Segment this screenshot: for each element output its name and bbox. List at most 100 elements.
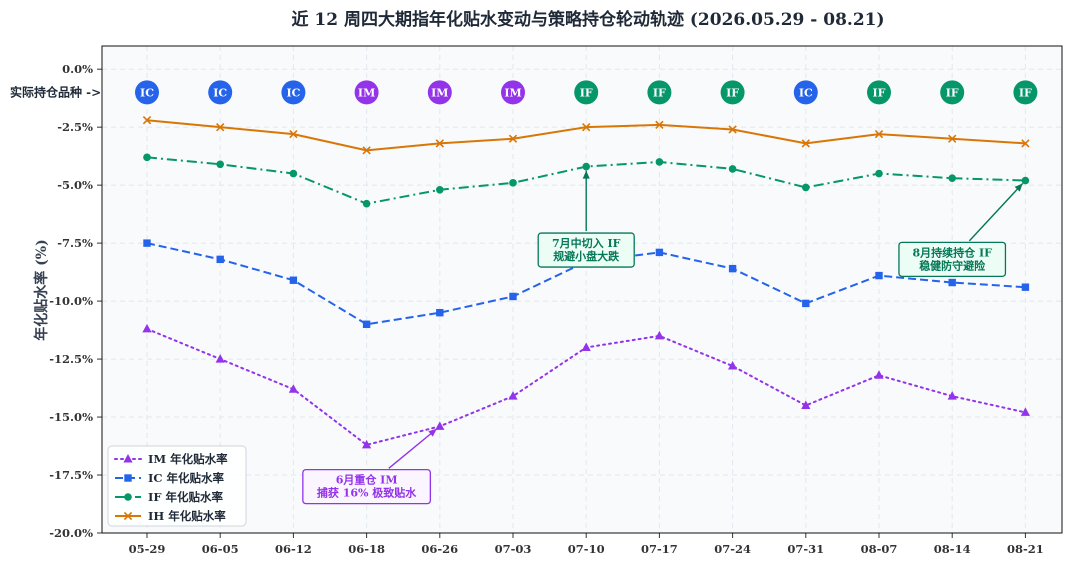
circle-marker <box>875 169 883 178</box>
annotation-text: 6月重仓 IM <box>336 473 398 487</box>
triangle-marker <box>215 354 225 363</box>
holding-badge <box>647 80 672 105</box>
holding-badge <box>574 80 599 105</box>
x-tick-label: 06-05 <box>202 542 239 556</box>
circle-marker <box>948 174 956 182</box>
annotation-text: 规避小盘大跌 <box>553 249 620 263</box>
square-marker <box>802 299 810 308</box>
square-marker <box>655 248 664 257</box>
circle-marker <box>436 185 444 194</box>
holding-badge <box>793 80 818 105</box>
holding-badge-label: IC <box>799 86 813 99</box>
x-marker <box>216 123 225 132</box>
y-tick-label: -12.5% <box>49 352 93 366</box>
circle-marker <box>362 199 371 208</box>
x-marker <box>1021 139 1030 148</box>
triangle-marker <box>142 323 152 333</box>
y-tick-label: -17.5% <box>49 468 93 482</box>
x-tick-label: 07-17 <box>641 542 678 556</box>
circle-marker <box>124 493 132 501</box>
circle-marker <box>216 160 224 169</box>
holding-badge-label: IF <box>653 86 666 99</box>
y-tick-label: -20.0% <box>49 526 93 540</box>
x-marker <box>801 139 810 148</box>
triangle-marker <box>123 454 133 463</box>
annotation-arrowhead <box>582 170 590 179</box>
holding-badge <box>427 80 452 105</box>
legend-label: IC 年化贴水率 <box>148 471 225 485</box>
square-marker <box>436 308 444 317</box>
legend: IM 年化贴水率 IC 年化贴水率 IF 年化贴水率 IH 年化贴水率 <box>107 445 247 527</box>
square-marker <box>362 320 371 328</box>
circle-marker <box>802 183 810 192</box>
annotation-box <box>302 468 432 505</box>
x-tick-label: 07-24 <box>714 542 751 556</box>
holding-badge-label: IF <box>726 86 739 99</box>
holding-badge <box>208 80 233 105</box>
x-tick-label: 06-18 <box>348 542 385 556</box>
circle-marker <box>143 153 151 162</box>
annotation-text: 8月持续持仓 IF <box>912 245 992 259</box>
circle-marker <box>728 165 737 173</box>
triangle-marker <box>288 384 298 393</box>
holding-badge <box>354 80 379 105</box>
triangle-marker <box>1020 407 1030 416</box>
annotation-box <box>898 241 1007 278</box>
square-marker <box>1021 283 1030 291</box>
triangle-marker <box>435 421 445 430</box>
holding-badge-label: IF <box>580 86 593 99</box>
circle-marker <box>582 162 590 171</box>
triangle-marker <box>728 361 738 370</box>
holding-badge-label: IC <box>286 86 300 99</box>
legend-box <box>107 445 247 527</box>
annotation-arrow <box>968 182 1024 242</box>
holding-badge <box>940 80 965 105</box>
x-marker <box>582 123 591 132</box>
circle-marker <box>509 179 517 187</box>
annotation-arrow <box>388 428 438 469</box>
x-tick-label: 08-07 <box>861 542 898 556</box>
holdings-label: 实际持仓品种 -> <box>10 84 101 99</box>
triangle-marker <box>508 391 518 400</box>
annotation-arrowhead <box>1014 183 1023 192</box>
square-marker <box>143 239 151 247</box>
y-axis-label: 年化贴水率 (%) <box>33 239 50 340</box>
holding-badge <box>720 80 745 105</box>
square-marker <box>289 276 298 284</box>
x-marker <box>508 134 518 143</box>
x-tick-label: 07-31 <box>787 542 824 556</box>
square-marker <box>728 264 737 273</box>
square-marker <box>509 292 517 301</box>
series-if <box>143 153 1030 208</box>
holding-badge-label: IC <box>213 86 227 99</box>
x-marker <box>123 511 133 521</box>
x-tick-label: 05-29 <box>129 542 166 556</box>
holding-badge <box>1013 80 1038 105</box>
y-tick-label: 0.0% <box>62 62 93 76</box>
triangle-marker <box>874 370 884 379</box>
x-marker <box>142 116 152 125</box>
x-tick-label: 08-14 <box>934 542 971 556</box>
triangle-marker <box>362 439 372 449</box>
circle-marker <box>289 169 298 178</box>
holding-badge <box>501 80 525 105</box>
x-marker <box>435 139 444 148</box>
x-tick-label: 06-26 <box>421 542 458 556</box>
square-marker <box>216 255 224 264</box>
legend-label: IM 年化贴水率 <box>148 452 228 466</box>
holding-badge-label: IF <box>1019 86 1032 99</box>
annotation-arrowhead <box>428 428 437 437</box>
x-marker <box>362 146 371 155</box>
holding-badge-label: IF <box>946 86 959 99</box>
legend-label: IH 年化贴水率 <box>148 509 226 523</box>
holding-badge <box>867 80 891 105</box>
holding-badge <box>281 80 306 105</box>
triangle-marker <box>801 400 811 409</box>
y-tick-label: -2.5% <box>57 120 93 134</box>
triangle-marker <box>654 330 664 340</box>
series-im <box>142 323 1030 449</box>
x-tick-label: 07-10 <box>568 542 605 556</box>
